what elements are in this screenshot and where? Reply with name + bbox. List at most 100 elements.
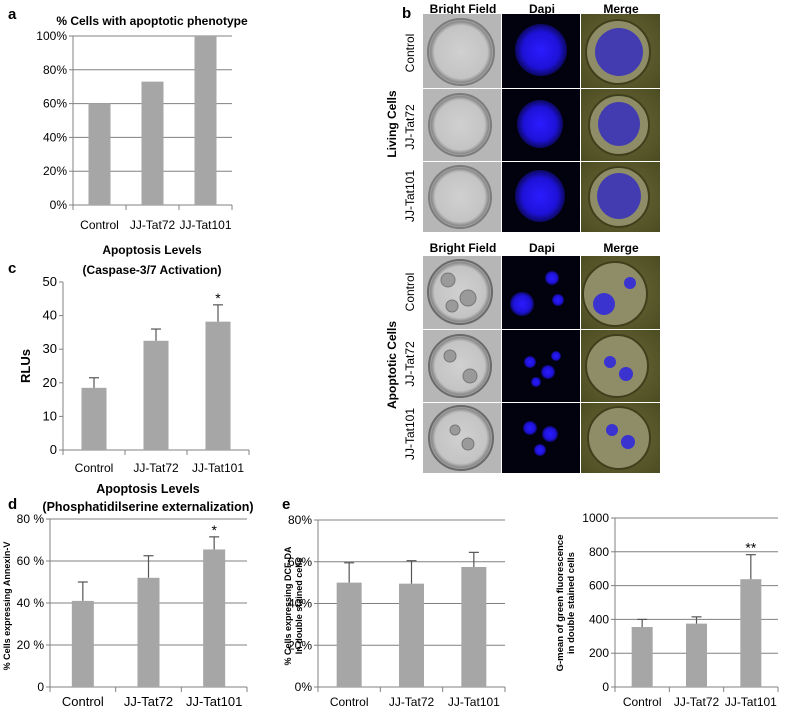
y-tick-label-d: 40 % <box>17 596 45 610</box>
chart-subtitle-d: (Phosphatidilserine externalization) <box>42 500 253 514</box>
y-tick-label-d: 0 <box>37 680 44 694</box>
panel-letter-e: e <box>282 496 291 513</box>
y-axis-label-d: % Cells expressing Annexin-V <box>2 542 12 671</box>
category-label-c-2: JJ-Tat101 <box>192 461 244 475</box>
panel-letter-b: b <box>402 5 412 22</box>
bf-living-tat101-cell <box>428 165 492 229</box>
category-label-a-2: JJ-Tat101 <box>179 218 231 232</box>
y-tick-label-e2: 400 <box>589 612 609 626</box>
merge-apoptotic-tat101-cell <box>587 406 651 470</box>
panel-letter-d: d <box>8 496 18 513</box>
bar-a-1 <box>141 81 164 205</box>
bf-apoptotic-tat72-bleb <box>462 368 478 384</box>
bar-c-0 <box>81 387 107 450</box>
y-tick-label-c: 30 <box>43 341 57 356</box>
y-tick-label-a: 100% <box>36 29 67 43</box>
dapi-apoptotic-control-fragment <box>552 294 564 306</box>
y-axis-label2-e1: In double stained cells <box>294 558 304 655</box>
merge-living-tat101-nucleus <box>597 173 641 219</box>
bar-e2-0 <box>631 627 653 687</box>
y-tick-label-a: 20% <box>43 164 67 178</box>
merge-apoptotic-control-cell <box>582 261 648 327</box>
y-tick-label-a: 60% <box>43 97 67 111</box>
bf-apoptotic-control-bleb <box>445 299 459 313</box>
y-axis-label-e2: G-mean of green fluorescence <box>555 535 566 672</box>
bf-apoptotic-tat101-cell <box>428 405 494 471</box>
y-tick-label-a: 40% <box>43 130 67 144</box>
dapi-apoptotic-tat72-image <box>502 330 580 402</box>
y-tick-label-e1: 20% <box>288 638 312 652</box>
y-tick-label-e1: 60% <box>288 555 312 569</box>
y-tick-label-d: 20 % <box>17 638 45 652</box>
dapi-apoptotic-tat101-fragment <box>523 421 537 435</box>
bf-apoptotic-control-bleb <box>459 289 477 307</box>
bf-apoptotic-tat101-bleb <box>461 437 475 451</box>
bar-a-2 <box>194 36 217 205</box>
category-label-d-2: JJ-Tat101 <box>186 694 242 709</box>
y-tick-label-a: 80% <box>43 63 67 77</box>
dapi-living-control-nucleus <box>515 24 567 76</box>
category-label-a-1: JJ-Tat72 <box>130 218 176 232</box>
bf-living-tat72-cell <box>428 93 492 157</box>
chart-title-d: Apoptosis Levels <box>96 482 200 496</box>
chart-title-a: % Cells with apoptotic phenotype <box>56 14 248 28</box>
y-tick-label-a: 0% <box>50 198 68 212</box>
merge-living-control-nucleus <box>595 28 643 76</box>
bf-living-control-cell <box>427 18 495 86</box>
chart-title-c: Apoptosis Levels <box>102 243 202 257</box>
y-axis-label-c: RLUs <box>18 349 33 383</box>
merge-apoptotic-tat101-fragment <box>621 435 635 449</box>
category-label-e2-0: Control <box>623 695 662 709</box>
bar-e1-0 <box>336 582 362 687</box>
significance-c-2: * <box>215 290 221 306</box>
y-tick-label-e2: 1000 <box>582 511 609 525</box>
bar-e2-1 <box>686 623 707 687</box>
y-tick-label-e1: 40% <box>288 597 312 611</box>
bar-c-1 <box>143 340 169 450</box>
category-label-e1-2: JJ-Tat101 <box>448 695 500 709</box>
y-tick-label-e2: 200 <box>589 646 609 660</box>
panel-letter-a: a <box>8 6 17 23</box>
dapi-apoptotic-control-fragment <box>510 292 534 316</box>
dapi-apoptotic-tat72-fragment <box>541 365 555 379</box>
y-tick-label-e2: 800 <box>589 545 609 559</box>
category-label-e1-1: JJ-Tat72 <box>389 695 435 709</box>
y-tick-label-c: 10 <box>43 408 57 423</box>
merge-apoptotic-control-fragment <box>624 277 636 289</box>
dapi-apoptotic-control-fragment <box>545 271 559 285</box>
dapi-apoptotic-tat101-image <box>502 403 580 473</box>
category-label-e1-0: Control <box>330 695 369 709</box>
bf-apoptotic-control-cell <box>427 259 493 325</box>
dapi-apoptotic-tat101-fragment <box>534 444 546 456</box>
y-tick-label-c: 20 <box>43 375 57 390</box>
bf-apoptotic-tat72-cell <box>428 334 492 398</box>
category-label-a-0: Control <box>80 218 119 232</box>
chart-subtitle-c: (Caspase-3/7 Activation) <box>83 263 222 277</box>
merge-apoptotic-tat72-fragment <box>619 367 633 381</box>
bar-c-2 <box>205 321 231 450</box>
dapi-living-tat101-nucleus <box>515 170 565 222</box>
panel-letter-c: c <box>8 260 17 277</box>
y-tick-label-c: 50 <box>43 274 57 289</box>
category-label-e2-2: JJ-Tat101 <box>725 695 777 709</box>
bar-e1-1 <box>399 583 424 687</box>
dapi-apoptotic-tat72-fragment <box>524 356 536 368</box>
category-label-c-1: JJ-Tat72 <box>133 461 179 475</box>
y-tick-label-d: 80 % <box>17 512 45 526</box>
y-tick-label-e2: 0 <box>602 680 609 694</box>
merge-living-tat72-nucleus <box>598 102 640 146</box>
bar-d-0 <box>71 600 94 687</box>
bar-e2-2 <box>740 579 762 687</box>
dapi-living-tat72-nucleus <box>517 100 563 148</box>
bar-d-2 <box>203 549 226 687</box>
category-label-c-0: Control <box>75 461 114 475</box>
merge-apoptotic-tat72-fragment <box>604 356 616 368</box>
y-axis-label2-e2: in double stained cells <box>566 552 577 654</box>
bar-e1-2 <box>461 566 487 687</box>
dapi-apoptotic-tat72-fragment <box>531 377 541 387</box>
